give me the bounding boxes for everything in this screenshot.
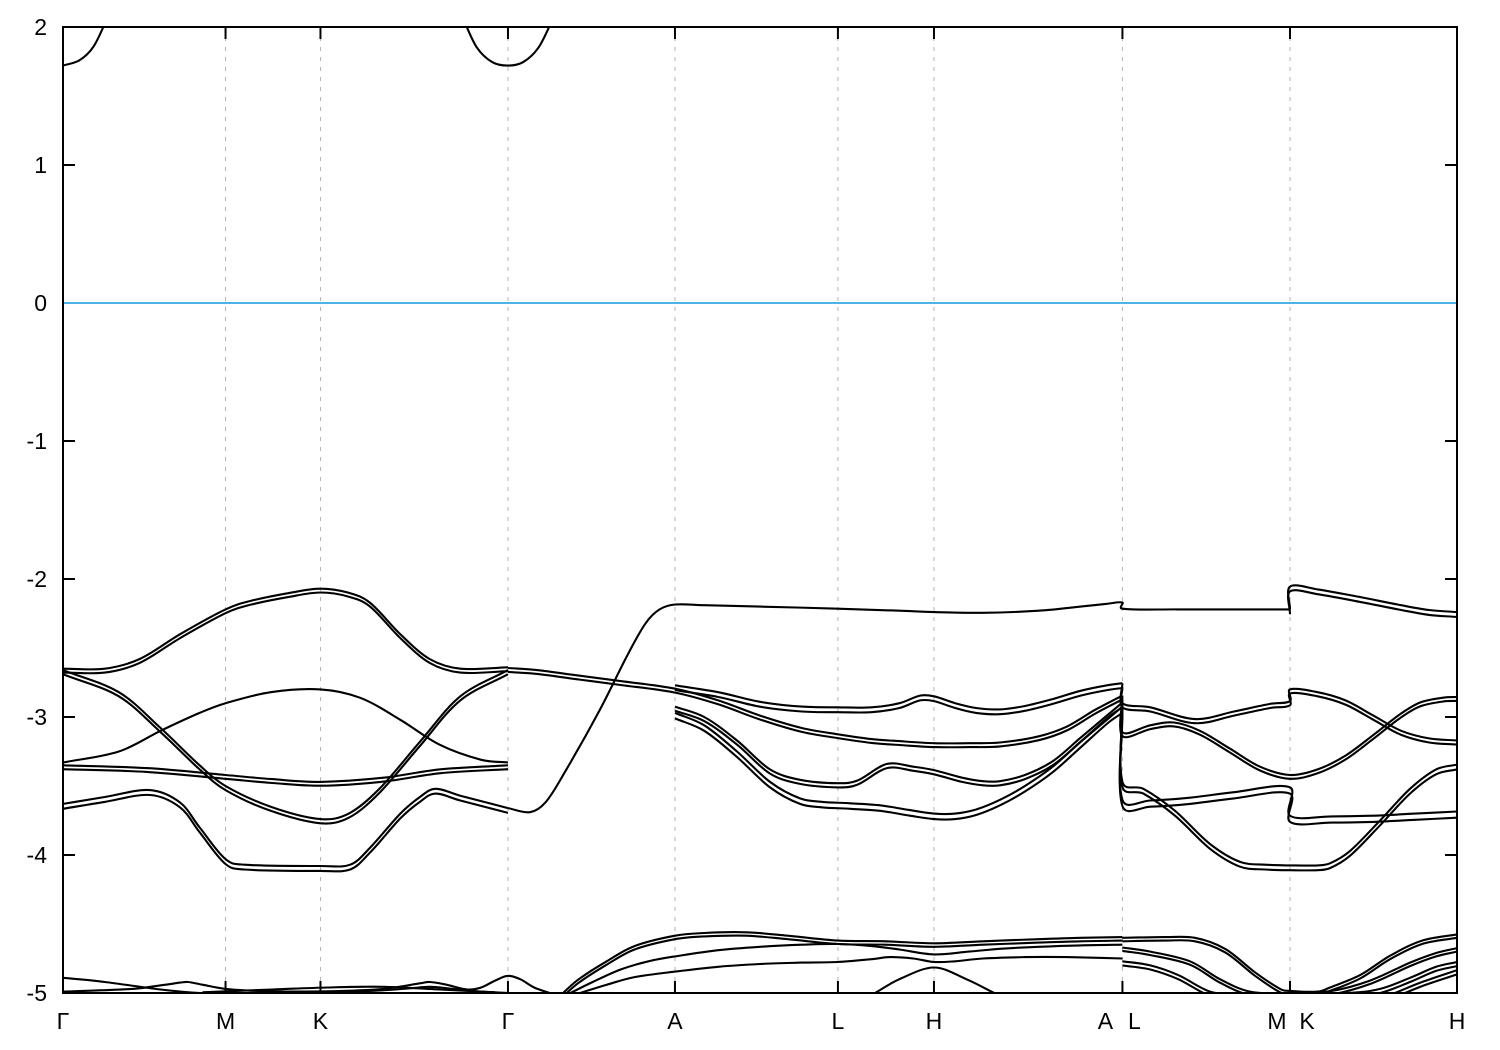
band-mid-A4 xyxy=(674,706,1124,816)
band-conduction-gamma1 xyxy=(63,27,105,67)
x-tick-label: M xyxy=(1267,1008,1286,1034)
y-tick-label: -3 xyxy=(27,704,47,730)
band-valence-2 xyxy=(63,669,509,821)
band-arch-H1 xyxy=(874,966,995,993)
y-tick-label: -1 xyxy=(27,428,47,454)
band-mid-A1-twin xyxy=(674,686,1123,716)
band-valence-3 xyxy=(63,688,509,764)
band-right-bottom-3-twin xyxy=(1122,964,1457,993)
band-mid-A3-twin xyxy=(674,705,1124,789)
band-valence-2-twin xyxy=(63,673,509,825)
band-fan-2 xyxy=(569,942,1123,993)
band-valence-4-twin xyxy=(63,768,509,787)
band-right-2 xyxy=(1119,695,1457,777)
band-conduction-gamma2 xyxy=(465,27,551,67)
band-fan-1-twin xyxy=(565,934,1123,993)
band-bottom-3 xyxy=(202,985,496,993)
x-tick-label: A xyxy=(1098,1008,1114,1034)
plot-border xyxy=(62,26,1458,994)
band-right-4 xyxy=(1118,707,1457,820)
band-mid-A2 xyxy=(507,666,1123,745)
band-valence-5 xyxy=(63,787,509,868)
band-valence-4 xyxy=(63,764,509,783)
y-tick-label: -5 xyxy=(27,980,47,1006)
x-tick-label: K xyxy=(1299,1008,1315,1034)
band-right-3 xyxy=(1119,702,1457,867)
band-arch-H2 xyxy=(1394,969,1457,993)
band-valence-1-twin xyxy=(63,591,509,675)
band-fan-3 xyxy=(579,955,1123,993)
y-tick-label: -2 xyxy=(27,566,47,592)
y-tick-label: 0 xyxy=(34,290,47,316)
band-bottom-2 xyxy=(63,980,510,993)
x-tick-label: K xyxy=(313,1008,329,1034)
x-tick-label: A xyxy=(667,1008,683,1034)
x-tick-label: H xyxy=(1449,1008,1466,1034)
band-right-2-twin xyxy=(1119,699,1457,780)
y-tick-label: 2 xyxy=(34,14,47,40)
band-right-1 xyxy=(1119,683,1457,742)
y-tick-label: 1 xyxy=(34,152,47,178)
x-tick-label: L xyxy=(1128,1008,1141,1034)
band-right-bottom-3 xyxy=(1122,960,1457,993)
band-top-band-KH-twin xyxy=(1287,589,1457,619)
band-mid-A2-twin xyxy=(507,670,1123,749)
band-top-band-KH xyxy=(1287,584,1457,614)
band-right-bottom-2-twin xyxy=(1122,949,1457,993)
x-tick-label: H xyxy=(926,1008,943,1034)
band-mid-A3 xyxy=(674,701,1124,785)
x-tick-label: Γ xyxy=(57,1008,70,1034)
band-valence-1 xyxy=(63,587,509,671)
y-tick-label: -4 xyxy=(27,842,48,868)
band-right-bottom-1-twin xyxy=(1122,936,1457,993)
band-right-bottom-1 xyxy=(1122,933,1457,993)
band-valence-5-twin xyxy=(63,792,509,873)
x-tick-label: L xyxy=(832,1008,845,1034)
band-mid-A1 xyxy=(674,682,1123,711)
band-arch-H2-twin xyxy=(1402,973,1457,993)
x-tick-label: M xyxy=(216,1008,235,1034)
band-top-flat-band xyxy=(507,601,1290,814)
band-right-bottom-2 xyxy=(1122,946,1457,993)
band-right-4-twin xyxy=(1118,713,1457,826)
band-right-1-twin xyxy=(1119,687,1457,746)
band-right-3-twin xyxy=(1119,707,1457,872)
band-fan-1 xyxy=(562,931,1123,993)
band-mid-A4-twin xyxy=(674,712,1123,821)
x-tick-label: Γ xyxy=(502,1008,515,1034)
